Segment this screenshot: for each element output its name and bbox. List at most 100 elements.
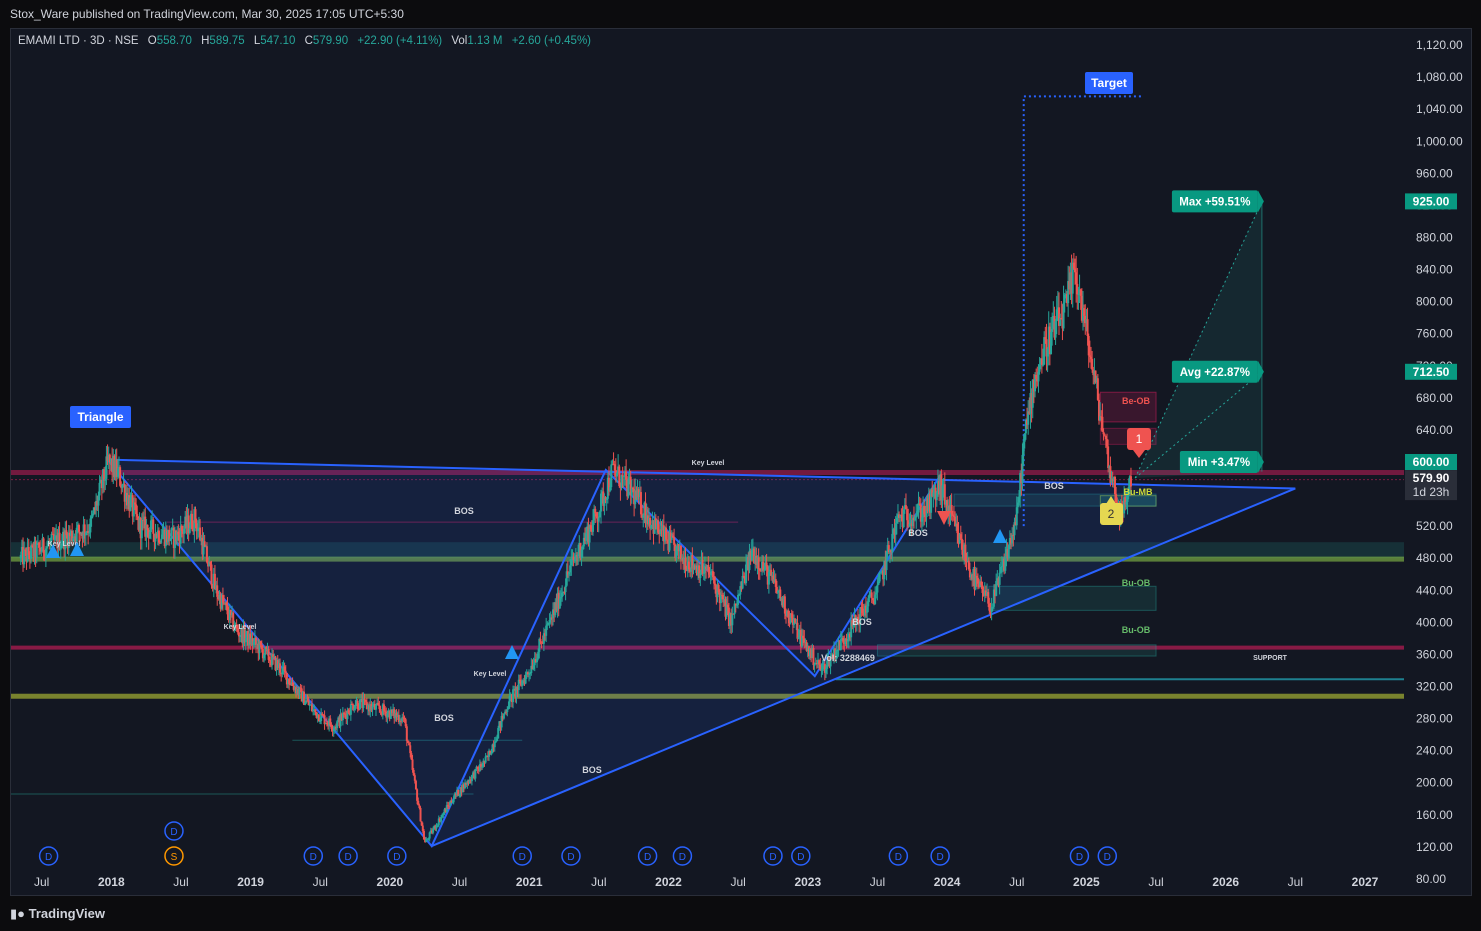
candle-body: [1112, 476, 1115, 482]
tradingview-logo[interactable]: ▮● TradingView: [10, 906, 105, 922]
candle-body: [574, 555, 577, 560]
candle-body: [417, 800, 420, 806]
candle-body: [560, 597, 563, 599]
target-label-text: Target: [1091, 76, 1127, 90]
x-tick-label: Jul: [1009, 875, 1024, 889]
candle-body: [751, 548, 754, 550]
candle-body: [952, 515, 955, 517]
candle-body: [867, 598, 870, 607]
dividend-marker-9: D: [791, 846, 811, 866]
dividend-marker-9-ring: [791, 846, 811, 866]
candle-body: [577, 554, 580, 557]
candle-body: [346, 710, 349, 719]
candle-body: [793, 618, 796, 625]
candle-body: [376, 702, 379, 706]
candle-body: [227, 614, 230, 621]
candle-body: [265, 646, 268, 650]
x-tick-label: 2027: [1352, 875, 1379, 889]
candle-body: [1067, 281, 1070, 304]
candle-body: [31, 545, 34, 547]
candle-body: [327, 723, 330, 726]
candle-body: [810, 648, 813, 659]
candle-body: [673, 537, 676, 545]
y-tick-label: 1,120.00: [1416, 38, 1463, 52]
candle-body: [653, 518, 656, 534]
candle-body: [765, 562, 768, 567]
price-axis: 1,120.00 1,080.00 1,040.00 1,000.00 960.00 92…: [1405, 38, 1463, 886]
candle-body: [313, 709, 316, 711]
candle-body: [1127, 487, 1130, 493]
triangle-label-text: Triangle: [77, 410, 123, 424]
candle-body: [1100, 416, 1103, 418]
candle-body: [1014, 522, 1017, 526]
candle-body: [91, 513, 94, 517]
candle-body: [922, 506, 925, 518]
candle-body: [339, 713, 342, 727]
candle-body: [596, 516, 599, 522]
candle-body: [1102, 431, 1105, 435]
candle-body: [988, 603, 991, 611]
candle-body: [146, 524, 149, 530]
candle-body: [709, 573, 712, 575]
marker-1-bg: [1127, 428, 1151, 450]
candle-body: [136, 514, 139, 517]
candle-body: [620, 475, 623, 489]
candle-body: [691, 554, 694, 569]
candle-body: [39, 547, 42, 552]
candle-body: [678, 545, 681, 552]
candle-body: [99, 479, 102, 483]
brand-name: TradingView: [28, 906, 105, 921]
candle-body: [866, 606, 869, 613]
candle-body: [639, 492, 642, 515]
candle-body: [758, 569, 761, 571]
candle-body: [801, 635, 804, 647]
key-level-label-3: Key Level: [48, 541, 81, 548]
candle-body: [743, 575, 746, 584]
candle-body: [524, 674, 527, 684]
candle-body: [582, 537, 585, 547]
candle-body: [725, 604, 728, 617]
candle-body: [901, 515, 904, 528]
candle-body: [499, 721, 502, 728]
candle-body: [821, 665, 824, 670]
candle-body: [411, 759, 414, 770]
candle-body: [612, 464, 615, 466]
candle-body: [847, 633, 850, 640]
candle-body: [56, 535, 59, 549]
candle-body: [1095, 378, 1098, 383]
candle-body: [289, 684, 292, 686]
candle-body: [935, 492, 938, 501]
candle-body: [106, 456, 109, 461]
candle-body: [773, 579, 776, 582]
candle-body: [167, 529, 170, 543]
candle-body: [422, 830, 425, 840]
marker-1: 1: [1127, 428, 1151, 458]
candle-body: [647, 518, 650, 525]
x-tick-label: 2020: [377, 875, 404, 889]
symbol-label[interactable]: EMAMI LTD · 3D · NSE: [18, 35, 139, 47]
candle-body: [1048, 326, 1051, 355]
candle-body: [783, 596, 786, 614]
candle-body: [1006, 549, 1009, 559]
candle-body: [594, 508, 597, 514]
candle-body: [513, 688, 516, 690]
candle-body: [693, 565, 696, 570]
candle-body: [1008, 537, 1011, 546]
candle-body: [585, 533, 588, 541]
candle-body: [1066, 294, 1069, 304]
candle-body: [825, 668, 828, 673]
candle-body: [654, 518, 657, 530]
candle-body: [602, 491, 605, 506]
candle-body: [597, 517, 600, 522]
candle-body: [293, 687, 296, 690]
candle-body: [727, 607, 730, 626]
candle-body: [277, 663, 280, 668]
dividend-marker-5-text: D: [567, 852, 574, 863]
candle-body: [151, 519, 154, 521]
candle-body: [666, 539, 669, 541]
candle-body: [477, 768, 480, 772]
candle-body: [404, 719, 407, 727]
candle-body: [229, 609, 232, 615]
candle-body: [741, 575, 744, 589]
